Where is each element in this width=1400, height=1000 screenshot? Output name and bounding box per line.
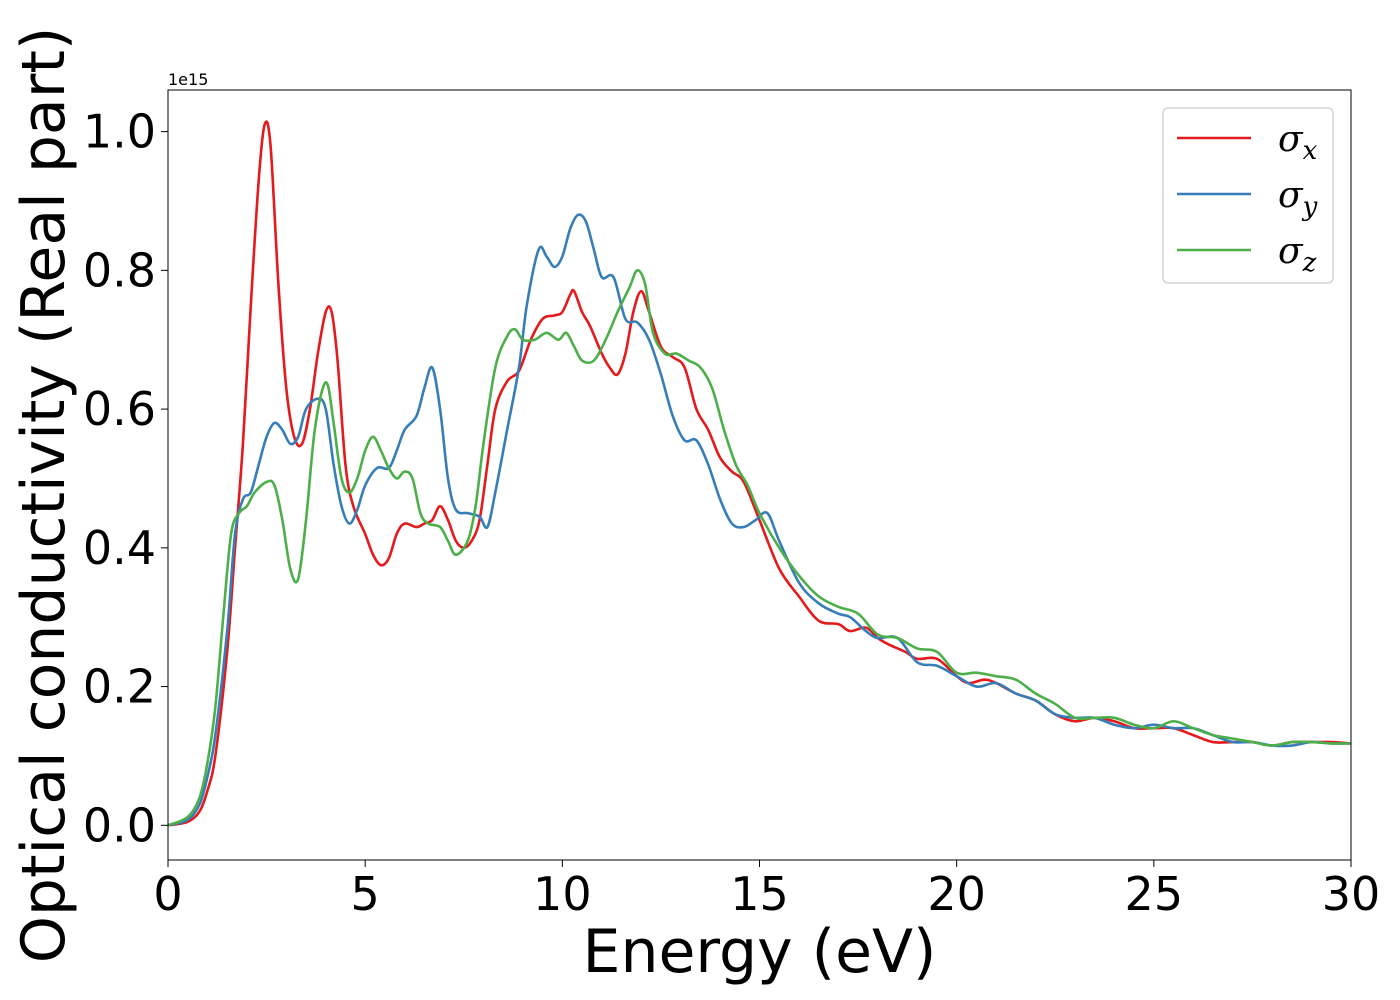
- legend-subscript: y: [1302, 192, 1318, 222]
- legend-subscript: z: [1302, 248, 1317, 278]
- x-tick-label: 15: [730, 867, 789, 921]
- x-axis-label: Energy (eV): [583, 917, 937, 987]
- series-line-z: [168, 269, 1351, 827]
- legend-subscript: x: [1303, 136, 1318, 166]
- x-tick-label: 10: [533, 867, 592, 921]
- y-tick-label: 0.0: [83, 798, 156, 852]
- x-tick-label: 20: [927, 867, 986, 921]
- y-tick-label: 0.8: [83, 243, 156, 297]
- y-tick-label: 1.0: [83, 105, 156, 159]
- y-axis-offset-text: 1e15: [168, 70, 208, 89]
- x-tick-label: 30: [1322, 867, 1381, 921]
- y-tick-label: 0.2: [83, 660, 156, 714]
- x-tick-label: 0: [153, 867, 182, 921]
- legend-frame: [1162, 107, 1334, 284]
- series-layer: [168, 120, 1351, 827]
- series-line-y: [168, 213, 1351, 827]
- y-tick-label: 0.4: [83, 521, 156, 575]
- y-axis-ticks: 0.0 0.2 0.4 0.6 0.8 1.0: [83, 105, 168, 852]
- y-axis-label: Optical conductivity (Real part): [9, 27, 79, 964]
- x-tick-label: 25: [1125, 867, 1184, 921]
- y-tick-label: 0.6: [83, 382, 156, 436]
- x-axis-ticks: 0 5 10 15 20 25 30: [153, 860, 1380, 921]
- x-tick-label: 5: [351, 867, 380, 921]
